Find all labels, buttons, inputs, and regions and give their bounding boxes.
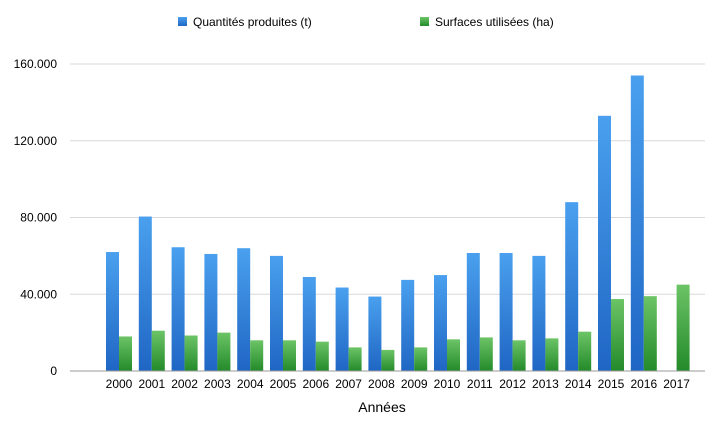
x-tick-label: 2004 xyxy=(237,377,264,391)
x-tick-label: 2015 xyxy=(598,377,625,391)
legend-swatch xyxy=(420,17,429,26)
bar-surfaces xyxy=(184,335,198,371)
bar-surfaces xyxy=(512,340,526,371)
x-tick-label: 2017 xyxy=(663,377,690,391)
y-tick-label: 40.000 xyxy=(20,287,57,301)
x-tick-label: 2012 xyxy=(499,377,526,391)
bar-surfaces xyxy=(283,340,296,371)
x-tick-label: 2000 xyxy=(106,377,133,391)
bar-quantites xyxy=(532,255,546,371)
bar-surfaces xyxy=(676,284,690,371)
bar-quantites xyxy=(106,252,119,371)
legend-label: Quantités produites (t) xyxy=(193,15,312,29)
bar-quantites xyxy=(434,275,447,371)
bar-quantites xyxy=(204,253,218,371)
bar-quantites xyxy=(302,276,316,371)
y-tick-label: 80.000 xyxy=(20,211,57,225)
x-tick-label: 2001 xyxy=(138,377,165,391)
legend: Quantités produites (t) Surfaces utilisée… xyxy=(178,15,554,29)
x-tick-label: 2009 xyxy=(401,377,428,391)
bar-surfaces xyxy=(479,337,493,371)
bar-quantites xyxy=(401,279,415,371)
bar-surfaces xyxy=(611,299,624,371)
bar-surfaces xyxy=(578,331,592,371)
bar-surfaces xyxy=(315,341,329,371)
bar-surfaces xyxy=(119,336,132,371)
bar-surfaces xyxy=(348,347,362,371)
x-tick-label: 2014 xyxy=(565,377,592,391)
x-tick-label: 2016 xyxy=(630,377,657,391)
x-tick-label: 2005 xyxy=(270,377,297,391)
x-tick-label: 2003 xyxy=(204,377,231,391)
x-tick-label: 2006 xyxy=(302,377,329,391)
bar-quantites xyxy=(499,252,513,371)
y-tick-label: 0 xyxy=(50,364,57,378)
bar-surfaces xyxy=(545,338,559,371)
bar-quantites xyxy=(466,252,480,371)
bar-quantites xyxy=(598,115,611,372)
bar-quantites xyxy=(237,248,251,371)
bar-quantites xyxy=(138,216,152,371)
bar-surfaces xyxy=(447,339,460,371)
bar-quantites xyxy=(565,202,579,371)
x-tick-label: 2007 xyxy=(335,377,362,391)
bar-quantites xyxy=(630,75,644,371)
bar-surfaces xyxy=(381,349,395,371)
bar-quantites xyxy=(270,255,283,371)
bar-surfaces xyxy=(250,340,264,371)
x-tick-label: 2013 xyxy=(532,377,559,391)
legend-label: Surfaces utilisées (ha) xyxy=(435,15,554,29)
bar-quantites xyxy=(171,247,185,371)
x-tick-label: 2010 xyxy=(434,377,461,391)
bars xyxy=(106,75,690,372)
bar-surfaces xyxy=(414,347,428,371)
bar-surfaces xyxy=(643,296,657,371)
x-tick-label: 2002 xyxy=(171,377,198,391)
x-tick-label: 2008 xyxy=(368,377,395,391)
bar-quantites xyxy=(335,287,349,371)
bar-quantites xyxy=(368,296,382,371)
x-axis-title: Années xyxy=(358,399,405,415)
legend-swatch xyxy=(178,17,187,26)
x-tick-label: 2011 xyxy=(467,377,493,391)
bar-surfaces xyxy=(151,330,165,371)
axes: 0 40.000 80.000 120.000 160.000 2000 2001 2002 2… xyxy=(14,57,705,391)
y-tick-label: 120.000 xyxy=(14,134,58,148)
y-tick-label: 160.000 xyxy=(14,57,58,71)
bar-surfaces xyxy=(217,332,231,371)
